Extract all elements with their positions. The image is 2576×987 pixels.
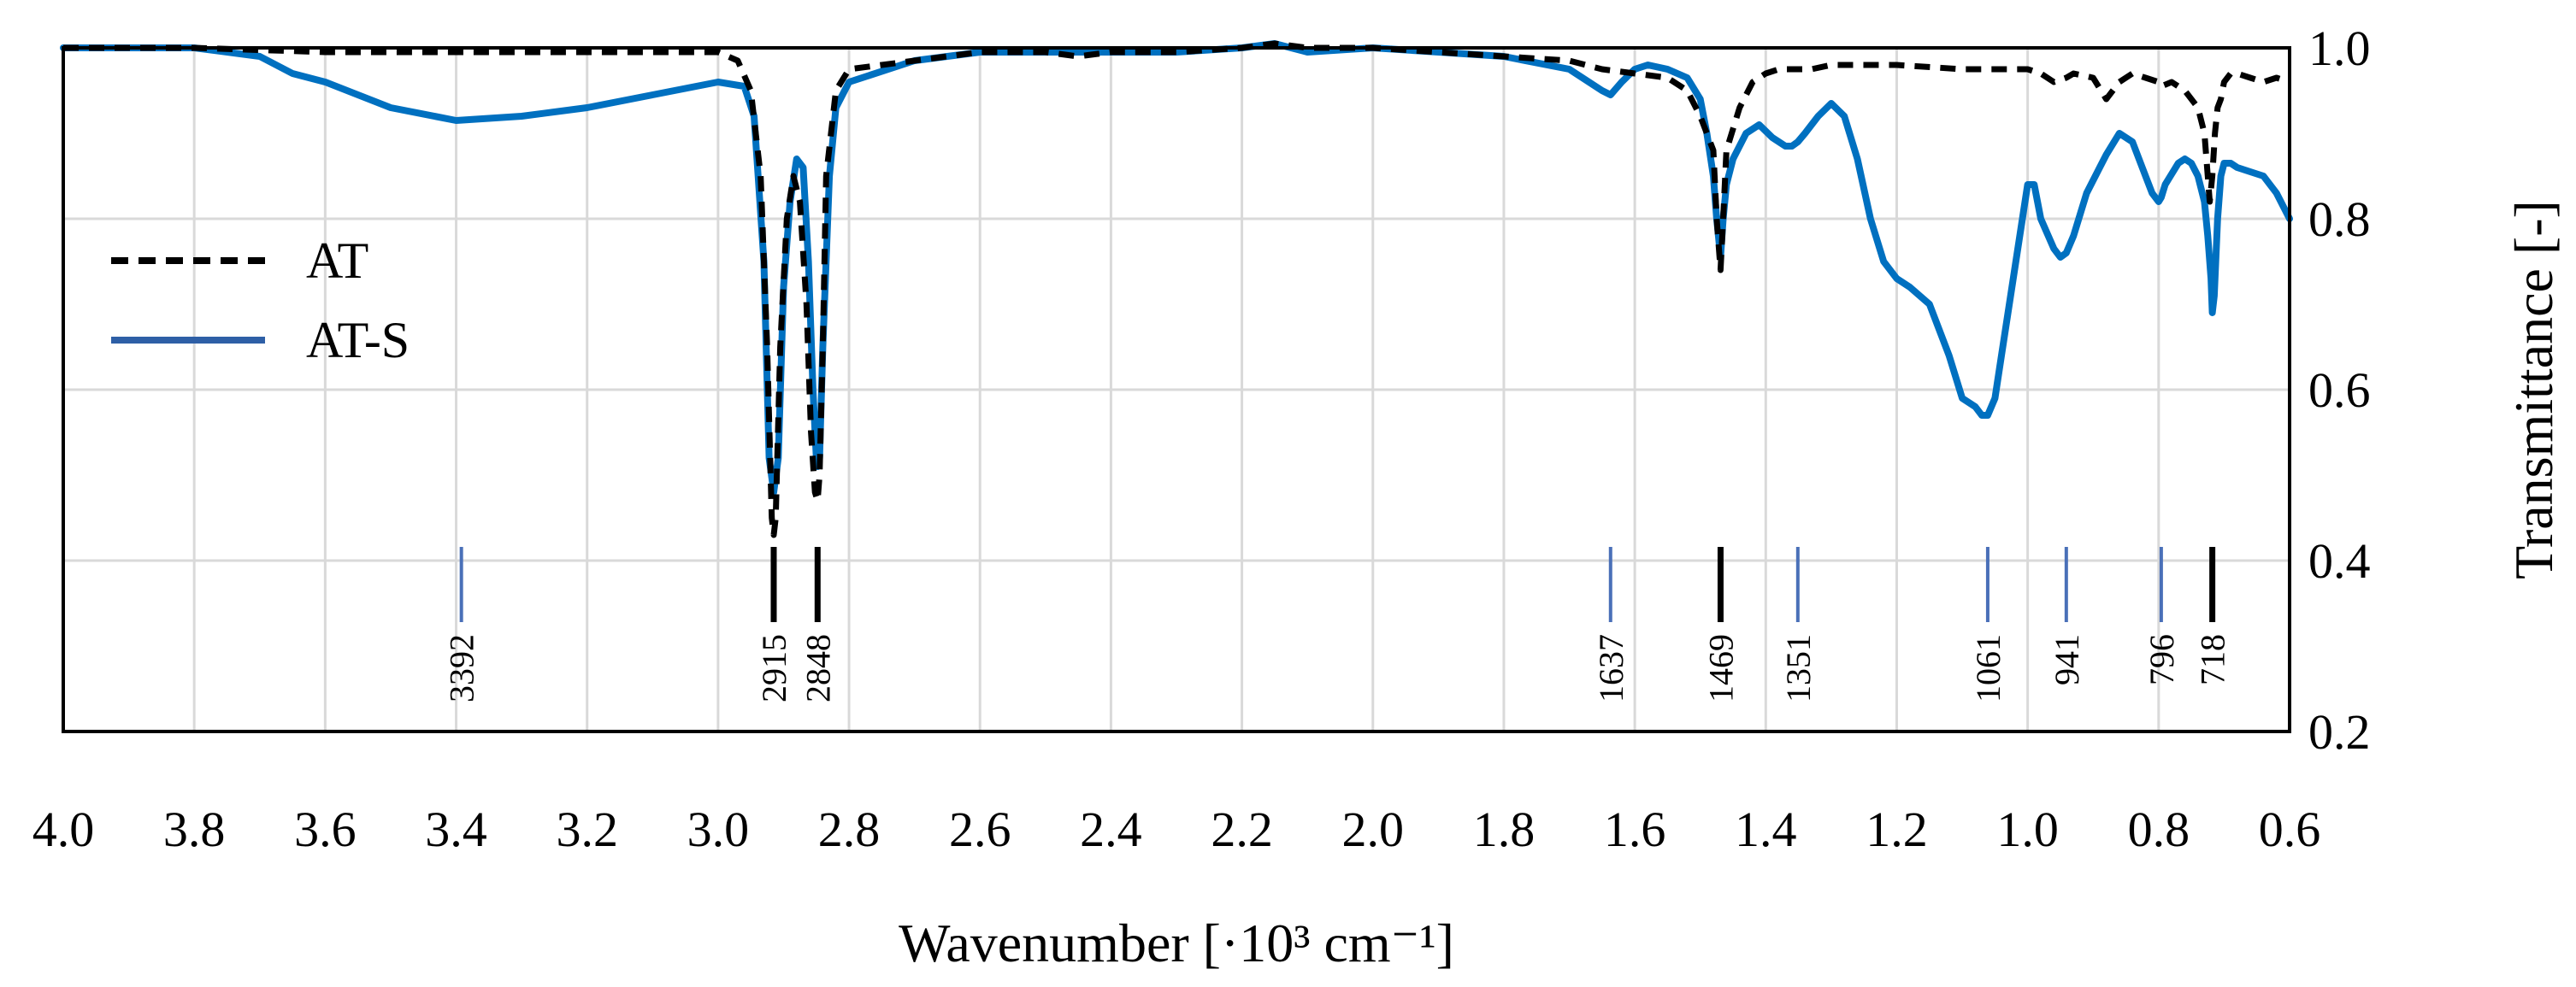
y-tick-label: 0.6 <box>2308 362 2371 418</box>
legend-label: AT <box>306 232 368 289</box>
x-tick-label: 3.4 <box>425 802 487 857</box>
peak-label: 1061 <box>1969 634 2007 702</box>
peak-label: 2915 <box>755 634 793 702</box>
peak-label: 1351 <box>1779 634 1818 702</box>
x-tick-label: 3.2 <box>556 802 618 857</box>
x-tick-label: 2.2 <box>1211 802 1273 857</box>
x-tick-label: 3.0 <box>687 802 750 857</box>
y-tick-label: 0.4 <box>2308 533 2371 589</box>
y-tick-label: 0.8 <box>2308 191 2371 247</box>
x-tick-label: 3.8 <box>163 802 226 857</box>
x-tick-label: 1.0 <box>1996 802 2059 857</box>
x-tick-label: 4.0 <box>32 802 95 857</box>
peak-label: 718 <box>2194 634 2232 685</box>
x-tick-label: 1.6 <box>1604 802 1666 857</box>
peak-label: 3392 <box>443 634 481 702</box>
y-tick-label: 1.0 <box>2308 21 2371 76</box>
peak-label: 2848 <box>799 634 837 702</box>
x-tick-label: 1.4 <box>1735 802 1797 857</box>
x-tick-label: 0.8 <box>2128 802 2190 857</box>
peak-annotations: 3392 2915 2848 1637 1469 1351 1061 941 796 718 <box>443 547 2232 702</box>
y-tick-labels: 0.2 0.4 0.6 0.8 1.0 <box>2308 21 2371 760</box>
series-line-0 <box>63 40 2291 538</box>
x-axis-title: Wavenumber [·10³ cm⁻¹] <box>899 913 1454 973</box>
legend-label: AT-S <box>306 312 410 368</box>
x-tick-labels: 4.0 3.8 3.6 3.4 3.2 3.0 2.8 2.6 2.4 2.2 2.0 1.8 1.6 1… <box>32 802 2321 857</box>
series-line-1 <box>60 40 2293 496</box>
x-tick-label: 1.2 <box>1866 802 1928 857</box>
y-tick-label: 0.2 <box>2308 704 2371 760</box>
x-tick-label: 2.6 <box>949 802 1011 857</box>
x-tick-label: 2.8 <box>818 802 881 857</box>
x-tick-label: 1.8 <box>1473 802 1536 857</box>
legend: AT AT-S <box>111 232 410 368</box>
grid-lines <box>62 46 2291 733</box>
y-axis-title: Transmittance [-] <box>2503 200 2564 579</box>
x-tick-label: 3.6 <box>294 802 357 857</box>
series-lines <box>60 40 2293 538</box>
plot-frame <box>62 46 2291 733</box>
x-tick-label: 0.6 <box>2259 802 2321 857</box>
peak-label: 1469 <box>1701 634 1740 702</box>
peak-label: 941 <box>2048 634 2086 685</box>
x-tick-label: 2.4 <box>1080 802 1142 857</box>
peak-label: 796 <box>2143 634 2181 685</box>
x-tick-label: 2.0 <box>1342 802 1405 857</box>
peak-label: 1637 <box>1592 634 1630 702</box>
